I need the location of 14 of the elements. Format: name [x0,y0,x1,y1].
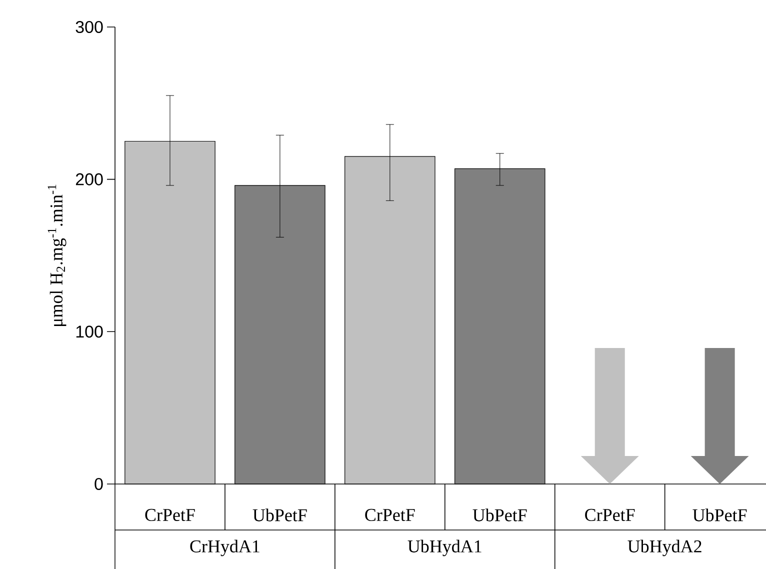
x-tick-label: UbPetF [692,508,747,522]
text: UbHydA2 [628,540,702,556]
y-tick-label: 300 [76,20,103,34]
x-tick-label: CrPetF [585,508,635,522]
y-tick-label: 200 [76,173,103,186]
x-tick-label: CrPetF [365,508,415,522]
text: UbHydA1 [408,540,482,556]
text: CrHydA1 [190,540,260,556]
y-tick-label: 0 [94,478,103,490]
x-tick-label: CrPetF [145,508,195,522]
y-tick-label: 100 [76,326,103,338]
x-tick-label: UbPetF [472,508,527,522]
x-tick-label: UbPetF [252,508,307,522]
y-axis-title: μmol H$_{2}$.mg$^{-1}$.min$^{-1}$ [48,184,66,326]
